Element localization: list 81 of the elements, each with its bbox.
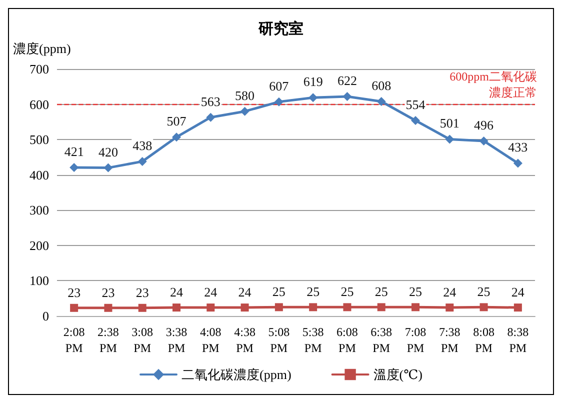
legend-label: 二氧化碳濃度(ppm) bbox=[182, 367, 292, 382]
y-tick-label: 400 bbox=[30, 167, 49, 182]
y-tick-label: 700 bbox=[30, 62, 49, 76]
x-tick-label: 2:08 PM bbox=[63, 325, 85, 355]
data-label: 25 bbox=[272, 284, 286, 300]
data-label: 24 bbox=[238, 284, 252, 300]
x-tick-label: 4:08 PM bbox=[200, 325, 222, 355]
x-tick-label: 6:08 PM bbox=[336, 325, 358, 355]
data-label: 507 bbox=[166, 114, 187, 129]
point bbox=[172, 132, 181, 142]
y-tick-label: 500 bbox=[30, 132, 49, 148]
point bbox=[479, 136, 488, 146]
point bbox=[513, 158, 522, 168]
point bbox=[240, 106, 250, 116]
data-label: 25 bbox=[340, 284, 354, 300]
point bbox=[376, 96, 386, 106]
point bbox=[138, 156, 147, 166]
data-label: 563 bbox=[200, 94, 220, 109]
x-tick-label: 5:08 PM bbox=[268, 325, 290, 355]
data-label: 24 bbox=[204, 284, 218, 300]
chart-title: 研究室 bbox=[258, 20, 304, 38]
data-label: 421 bbox=[64, 144, 84, 159]
data-label: 608 bbox=[372, 78, 392, 93]
data-label: 554 bbox=[406, 97, 426, 112]
point bbox=[445, 134, 454, 144]
point bbox=[377, 303, 386, 312]
x-tick-label: 6:38 PM bbox=[370, 325, 392, 355]
data-label: 25 bbox=[306, 284, 320, 300]
data-label: 25 bbox=[477, 284, 490, 300]
point bbox=[172, 304, 180, 312]
point bbox=[446, 304, 454, 312]
point bbox=[411, 116, 420, 126]
y-tick-label: 100 bbox=[30, 273, 49, 288]
data-label: 622 bbox=[337, 73, 357, 88]
point bbox=[206, 112, 216, 122]
point bbox=[206, 304, 215, 312]
x-tick-label: 7:08 PM bbox=[404, 325, 426, 355]
data-label: 23 bbox=[136, 284, 149, 300]
y-axis-title: 濃度(ppm) bbox=[13, 41, 71, 56]
data-label: 24 bbox=[170, 284, 184, 300]
y-tick-label: 600 bbox=[30, 96, 49, 112]
point bbox=[274, 303, 283, 312]
legend-label: 溫度(℃) bbox=[373, 367, 422, 382]
point bbox=[343, 303, 352, 312]
x-tick-label: 7:38 PM bbox=[438, 325, 460, 355]
y-tick-label: 200 bbox=[30, 238, 49, 253]
point bbox=[70, 304, 78, 312]
data-label: 433 bbox=[508, 140, 528, 155]
data-label: 580 bbox=[235, 88, 255, 103]
data-label: 619 bbox=[303, 74, 323, 90]
x-tick-label: 4:38 PM bbox=[234, 325, 256, 355]
x-tick-label: 8:08 PM bbox=[473, 325, 494, 355]
data-label: 23 bbox=[102, 284, 115, 300]
y-tick-label: 300 bbox=[30, 202, 49, 218]
data-label: 25 bbox=[409, 284, 422, 300]
x-tick-label: 3:38 PM bbox=[166, 325, 188, 355]
point bbox=[342, 92, 352, 102]
x-tick-label: 5:38 PM bbox=[302, 325, 324, 355]
data-label: 607 bbox=[269, 78, 290, 94]
data-label: 438 bbox=[132, 138, 152, 153]
ref-line-label: 600ppm二氧化碳濃度正常 bbox=[450, 69, 537, 100]
point bbox=[274, 97, 284, 106]
point bbox=[104, 304, 112, 312]
x-tick-label: 2:38 PM bbox=[98, 325, 119, 355]
data-label: 420 bbox=[98, 144, 118, 160]
y-tick-label: 0 bbox=[42, 308, 49, 324]
data-label: 24 bbox=[511, 284, 525, 300]
point bbox=[308, 93, 318, 102]
data-label: 24 bbox=[443, 284, 457, 300]
point bbox=[412, 303, 420, 312]
data-label: 496 bbox=[474, 117, 494, 132]
data-label: 25 bbox=[374, 284, 388, 300]
point bbox=[514, 304, 522, 312]
x-tick-label: 3:08 PM bbox=[132, 325, 154, 355]
data-label: 501 bbox=[440, 116, 460, 131]
x-tick-label: 8:38 PM bbox=[507, 325, 529, 355]
data-label: 23 bbox=[68, 284, 81, 300]
point bbox=[480, 303, 488, 312]
point bbox=[240, 304, 249, 312]
point bbox=[138, 304, 146, 312]
point bbox=[309, 303, 318, 312]
